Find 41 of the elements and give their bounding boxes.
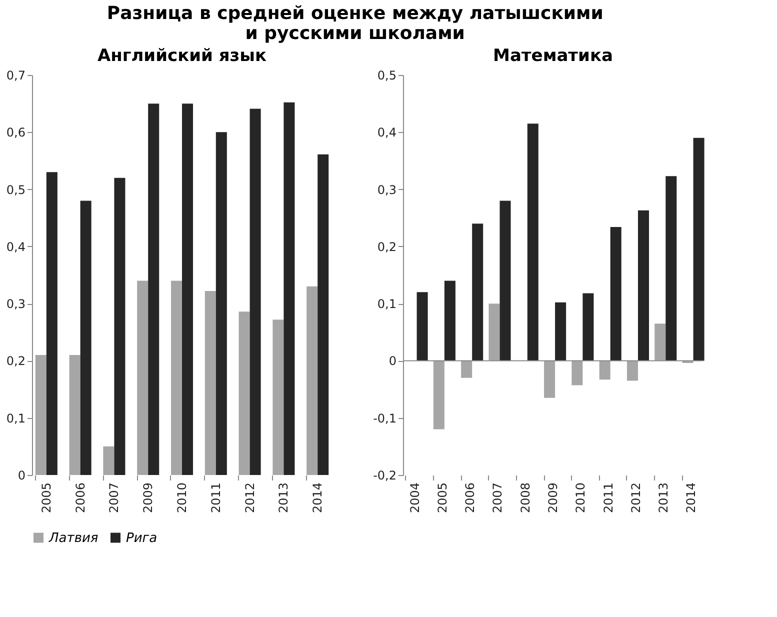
x-tick-label: 2010 xyxy=(175,482,189,514)
x-tick-label: 2011 xyxy=(601,482,616,514)
text: Разница в средней оценке между латышскими и русскими школами xyxy=(106,3,604,44)
x-tick-label: 2014 xyxy=(684,482,698,514)
y-tick-label: -0,1 xyxy=(373,411,396,426)
chart-title: Математика xyxy=(493,46,613,66)
x-tick-label: 2007 xyxy=(490,482,505,514)
legend-label: Рига xyxy=(126,530,158,546)
x-tick-label: 2009 xyxy=(546,482,560,514)
x-tick-label: 2004 xyxy=(408,482,422,514)
y-tick-label: 0,5 xyxy=(6,182,26,197)
y-tick-label: 0,2 xyxy=(6,354,26,368)
y-tick-label: 0,4 xyxy=(377,126,396,140)
y-tick-label: 0,1 xyxy=(6,411,26,426)
y-tick-label: 0,1 xyxy=(377,297,396,312)
y-tick-label: 0,5 xyxy=(377,68,396,82)
x-tick-label: 2006 xyxy=(73,482,88,514)
y-tick-label: 0,7 xyxy=(6,68,26,82)
x-tick-label: 2014 xyxy=(310,482,325,514)
x-tick-label: 2006 xyxy=(463,482,478,514)
x-tick-label: 2012 xyxy=(242,482,257,514)
chart-title: Английский язык xyxy=(97,46,268,66)
y-tick-label: -0,2 xyxy=(373,468,396,482)
y-tick-label: 0 xyxy=(18,468,26,482)
y-tick-label: 0,4 xyxy=(6,240,26,254)
x-tick-label: 2008 xyxy=(518,482,532,514)
x-tick-label: 2013 xyxy=(656,482,671,514)
x-tick-label: 2010 xyxy=(574,482,588,514)
x-tick-label: 2013 xyxy=(276,482,291,514)
legend-label: Латвия xyxy=(48,530,98,546)
x-tick-label: 2005 xyxy=(435,482,450,514)
x-tick-label: 2009 xyxy=(141,482,156,514)
x-tick-label: 2007 xyxy=(107,482,122,514)
x-tick-label: 2011 xyxy=(208,482,223,514)
y-tick-label: 0 xyxy=(388,354,396,368)
y-tick-label: 0,3 xyxy=(377,182,396,197)
y-tick-label: 0,3 xyxy=(6,297,26,312)
x-tick-label: 2005 xyxy=(39,482,54,514)
y-tick-label: 0,6 xyxy=(6,126,26,140)
x-tick-label: 2012 xyxy=(628,482,643,514)
y-tick-label: 0,2 xyxy=(377,240,396,254)
